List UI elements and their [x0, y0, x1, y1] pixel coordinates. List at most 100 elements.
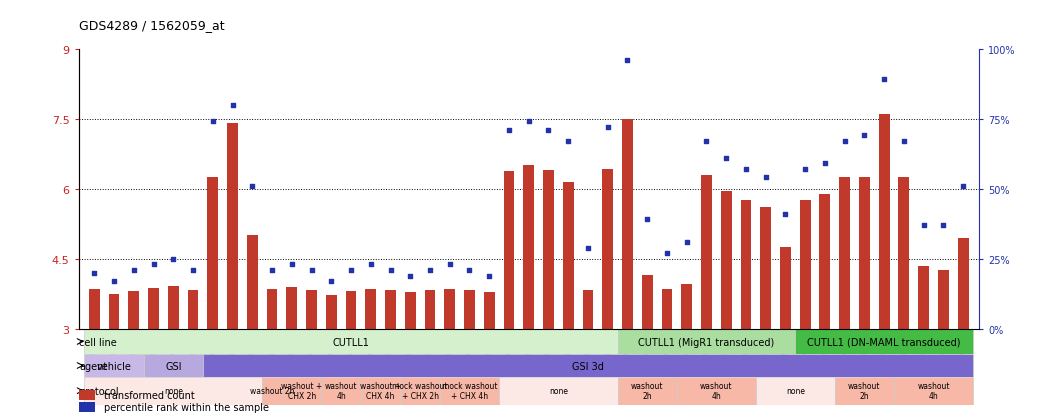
Text: cell line: cell line: [79, 337, 116, 347]
Point: [342, 267, 359, 273]
Bar: [85, 329, 618, 354]
Point: [698, 138, 715, 145]
Point: [284, 261, 300, 268]
Bar: [148, 288, 159, 329]
Text: CUTLL1 (MigR1 transduced): CUTLL1 (MigR1 transduced): [639, 337, 775, 347]
Point: [126, 267, 142, 273]
Bar: [203, 354, 973, 377]
Bar: [85, 377, 262, 405]
Bar: [440, 377, 499, 405]
Text: washout +
CHX 4h: washout + CHX 4h: [360, 381, 401, 401]
Point: [224, 102, 241, 109]
Point: [442, 261, 459, 268]
Text: transformed count: transformed count: [104, 390, 195, 400]
Bar: [464, 291, 475, 329]
Point: [184, 267, 201, 273]
Bar: [405, 292, 416, 329]
Text: washout 2h: washout 2h: [250, 386, 294, 395]
Point: [520, 119, 537, 126]
Point: [895, 138, 912, 145]
Point: [915, 222, 932, 229]
Bar: [385, 291, 396, 329]
Bar: [499, 377, 618, 405]
Bar: [346, 292, 356, 329]
Text: washout +
CHX 2h: washout + CHX 2h: [281, 381, 322, 401]
Bar: [780, 247, 790, 329]
Point: [322, 278, 339, 285]
Text: agent: agent: [79, 361, 107, 370]
Point: [204, 119, 221, 126]
Point: [757, 175, 774, 181]
Bar: [796, 329, 973, 354]
Bar: [361, 377, 400, 405]
Bar: [247, 236, 258, 329]
Text: washout
2h: washout 2h: [848, 381, 881, 401]
Point: [875, 77, 892, 83]
Bar: [840, 178, 850, 329]
Point: [106, 278, 122, 285]
Bar: [834, 377, 894, 405]
Bar: [79, 402, 95, 412]
Point: [362, 261, 379, 268]
Bar: [524, 166, 534, 329]
Point: [837, 138, 853, 145]
Bar: [168, 286, 179, 329]
Point: [481, 273, 497, 279]
Bar: [326, 295, 337, 329]
Text: vehicle: vehicle: [96, 361, 132, 370]
Bar: [143, 354, 203, 377]
Point: [540, 127, 557, 134]
Bar: [740, 201, 752, 329]
Text: none: none: [786, 386, 805, 395]
Point: [146, 261, 162, 268]
Text: washout
2h: washout 2h: [631, 381, 664, 401]
Point: [955, 183, 972, 190]
Bar: [878, 115, 890, 329]
Point: [304, 267, 320, 273]
Point: [619, 57, 636, 64]
Bar: [129, 292, 139, 329]
Bar: [262, 377, 282, 405]
Point: [659, 250, 675, 257]
Bar: [720, 192, 732, 329]
Bar: [109, 294, 119, 329]
Text: protocol: protocol: [79, 386, 118, 396]
Bar: [484, 292, 494, 329]
Point: [382, 267, 399, 273]
Text: CUTLL1: CUTLL1: [333, 337, 370, 347]
Point: [580, 244, 597, 251]
Point: [639, 217, 655, 223]
Bar: [894, 377, 973, 405]
Point: [856, 133, 873, 140]
Point: [500, 127, 517, 134]
Bar: [227, 124, 238, 329]
Text: percentile rank within the sample: percentile rank within the sample: [104, 402, 269, 412]
Bar: [321, 377, 361, 405]
Bar: [618, 329, 796, 354]
Point: [718, 155, 735, 162]
Point: [244, 183, 261, 190]
Point: [422, 267, 439, 273]
Bar: [642, 275, 652, 329]
Text: washout
4h: washout 4h: [700, 381, 733, 401]
Bar: [563, 182, 574, 329]
Point: [797, 166, 814, 173]
Bar: [286, 287, 297, 329]
Point: [86, 270, 103, 276]
Point: [678, 239, 695, 246]
Text: GSI 3d: GSI 3d: [572, 361, 604, 370]
Text: none: none: [549, 386, 567, 395]
Point: [817, 161, 833, 167]
Text: washout
4h: washout 4h: [917, 381, 950, 401]
Bar: [859, 178, 870, 329]
Bar: [682, 285, 692, 329]
Bar: [582, 291, 594, 329]
Bar: [365, 290, 376, 329]
Text: washout
4h: washout 4h: [325, 381, 357, 401]
Bar: [282, 377, 321, 405]
Text: GSI: GSI: [165, 361, 181, 370]
Point: [737, 166, 754, 173]
Text: GDS4289 / 1562059_at: GDS4289 / 1562059_at: [79, 19, 224, 31]
Bar: [918, 266, 929, 329]
Bar: [444, 290, 455, 329]
